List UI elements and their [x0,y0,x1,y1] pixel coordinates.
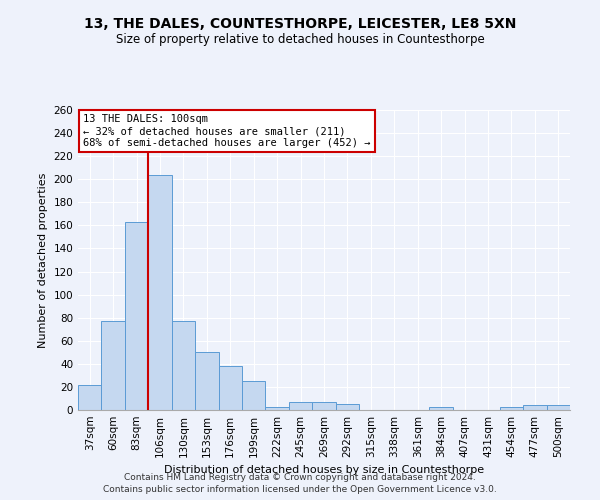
Bar [218,366,242,410]
Bar [430,406,453,410]
Bar [195,352,218,410]
Text: 13, THE DALES, COUNTESTHORPE, LEICESTER, LE8 5XN: 13, THE DALES, COUNTESTHORPE, LEICESTER,… [84,18,516,32]
Bar [312,402,336,410]
Bar [289,402,312,410]
Bar [78,384,101,410]
Text: Size of property relative to detached houses in Countesthorpe: Size of property relative to detached ho… [116,32,484,46]
Text: Contains public sector information licensed under the Open Government Licence v3: Contains public sector information licen… [103,485,497,494]
Bar [125,222,148,410]
Bar [547,406,570,410]
Bar [265,406,289,410]
Bar [523,406,547,410]
Y-axis label: Number of detached properties: Number of detached properties [38,172,48,348]
Text: 13 THE DALES: 100sqm
← 32% of detached houses are smaller (211)
68% of semi-deta: 13 THE DALES: 100sqm ← 32% of detached h… [83,114,370,148]
Text: Contains HM Land Registry data © Crown copyright and database right 2024.: Contains HM Land Registry data © Crown c… [124,472,476,482]
Bar [336,404,359,410]
Bar [242,381,265,410]
Bar [172,321,195,410]
Bar [500,406,523,410]
Bar [148,174,172,410]
Bar [101,321,125,410]
X-axis label: Distribution of detached houses by size in Countesthorpe: Distribution of detached houses by size … [164,466,484,475]
